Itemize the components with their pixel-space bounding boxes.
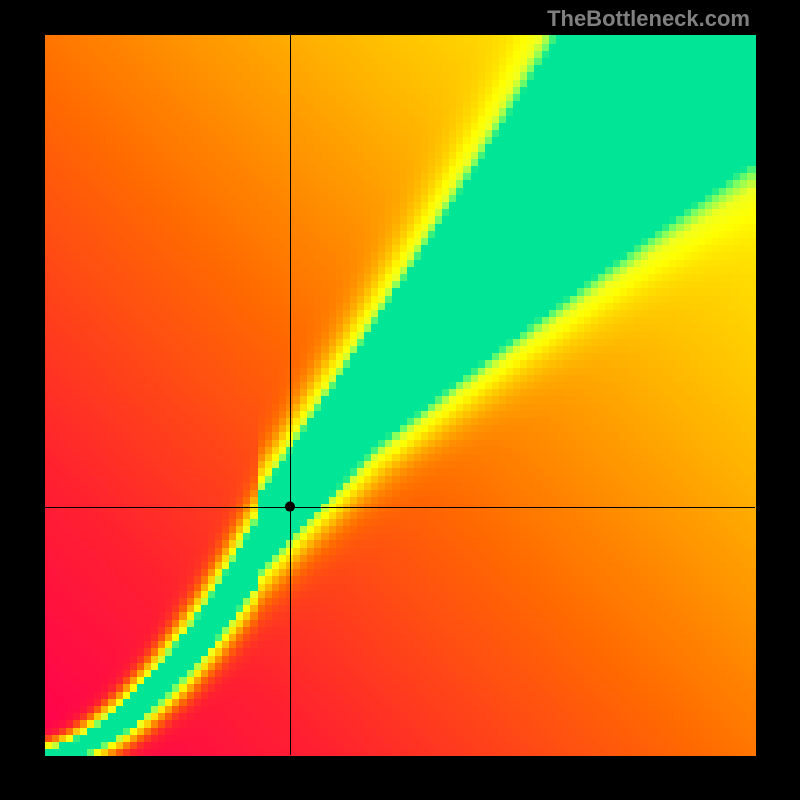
watermark-label: TheBottleneck.com	[547, 6, 750, 32]
chart-container: TheBottleneck.com	[0, 0, 800, 800]
heatmap-canvas	[0, 0, 800, 800]
